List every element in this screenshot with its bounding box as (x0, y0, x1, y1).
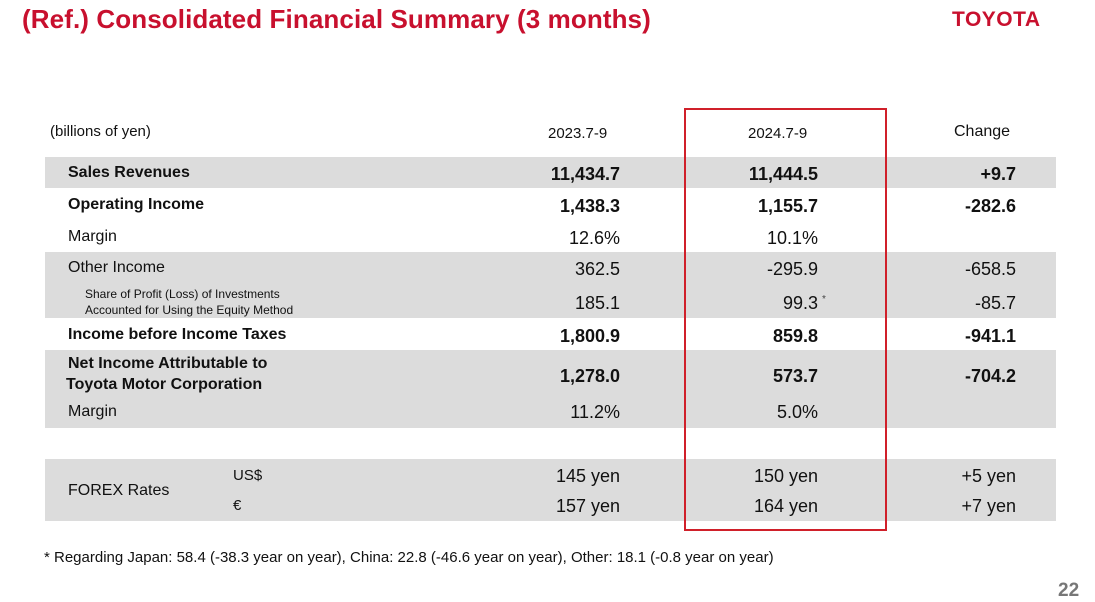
row-band-net-income (45, 350, 1056, 428)
value-2024: 99.3 (782, 293, 818, 313)
page-number: 22 (1058, 580, 1080, 601)
usd-2024: 150 yen (753, 466, 818, 486)
row-label: Other Income (68, 259, 165, 276)
row-label-line2: Toyota Motor Corporation (66, 376, 263, 393)
row-band-other-income (45, 252, 1056, 318)
row-label: Margin (68, 403, 117, 420)
usd-2023: 145 yen (555, 466, 620, 486)
value-2024: 11,444.5 (748, 164, 818, 184)
value-2023: 185.1 (574, 293, 620, 313)
row-label: Income before Income Taxes (68, 326, 287, 343)
page-title: (Ref.) Consolidated Financial Summary (3… (22, 4, 651, 34)
value-change: -658.5 (964, 259, 1016, 279)
value-change: -85.7 (974, 293, 1016, 313)
value-change: +9.7 (980, 164, 1016, 184)
forex-label: FOREX Rates (68, 482, 170, 499)
value-2024: 573.7 (772, 366, 818, 386)
currency-eur: € (233, 497, 242, 514)
row-label: Operating Income (68, 196, 205, 213)
row-label-line1: Net Income Attributable to (68, 355, 268, 372)
column-header-2024: 2024.7-9 (748, 125, 808, 142)
current-period-highlight (684, 108, 887, 531)
value-2024: 5.0% (776, 402, 818, 422)
value-2024: 859.8 (772, 326, 818, 346)
value-2024: 1,155.7 (757, 196, 818, 216)
value-2023: 1,438.3 (559, 196, 620, 216)
unit-label: (billions of yen) (50, 123, 151, 140)
row-label: Sales Revenues (68, 164, 190, 181)
value-2023: 11.2% (570, 402, 620, 422)
value-2024: -295.9 (766, 259, 818, 279)
row-band-sales (45, 157, 1056, 188)
eur-2024: 164 yen (753, 496, 818, 516)
usd-change: +5 yen (961, 466, 1016, 486)
row-band-forex (45, 459, 1056, 521)
column-header-change: Change (954, 123, 1011, 140)
value-2023: 362.5 (574, 259, 620, 279)
value-2023: 1,278.0 (559, 366, 620, 386)
value-change: -941.1 (964, 326, 1016, 346)
eur-2023: 157 yen (555, 496, 620, 516)
row-label-line2: Accounted for Using the Equity Method (85, 303, 294, 317)
value-2023: 11,434.7 (550, 164, 620, 184)
eur-change: +7 yen (961, 496, 1016, 516)
row-label: Margin (68, 228, 117, 245)
value-change: -704.2 (964, 366, 1016, 386)
value-2023: 1,800.9 (559, 326, 620, 346)
toyota-logo: TOYOTA (952, 8, 1041, 31)
currency-usd: US$ (233, 467, 263, 484)
footnote-marker: * (822, 294, 826, 305)
value-change: -282.6 (964, 196, 1016, 216)
footnote: * Regarding Japan: 58.4 (-38.3 year on y… (44, 549, 774, 566)
row-label-line1: Share of Profit (Loss) of Investments (85, 287, 280, 301)
value-2023: 12.6% (568, 228, 620, 248)
value-2024: 10.1% (766, 228, 818, 248)
column-header-2023: 2023.7-9 (548, 125, 608, 142)
